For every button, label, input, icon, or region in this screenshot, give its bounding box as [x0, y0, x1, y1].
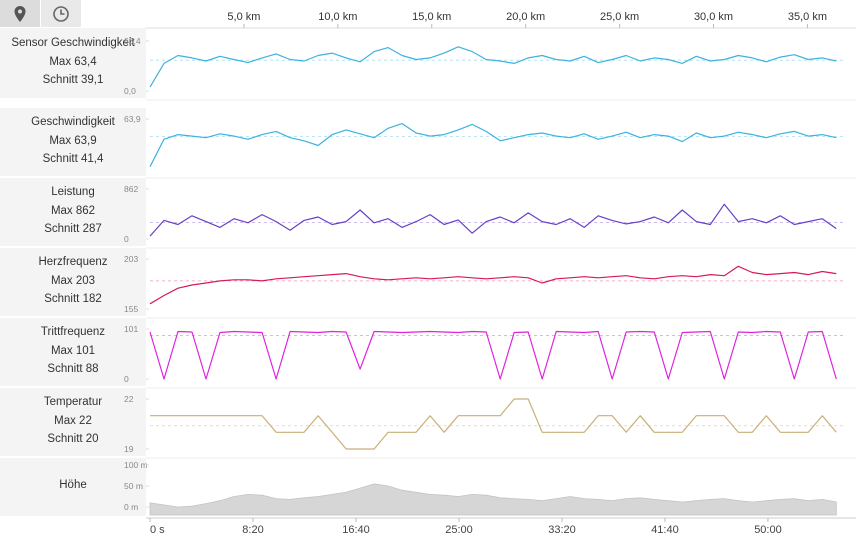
x2-tick-label: 35,0 km [788, 11, 827, 23]
x2-tick-label: 25,0 km [600, 11, 639, 23]
series-stat: Schnitt 287 [44, 223, 102, 235]
y-tick-label: 100 m [124, 460, 148, 470]
series-stat: Max 862 [50, 205, 96, 217]
series-stat: Max 63,4 [49, 56, 97, 68]
series-stat: Schnitt 182 [44, 293, 102, 305]
y-tick-label: 0 m [124, 502, 138, 512]
x2-tick-label: 30,0 km [694, 11, 733, 23]
series-name: Leistung [51, 186, 95, 198]
x2-tick-label: 15,0 km [412, 11, 451, 23]
x-tick-label: 16:40 [342, 524, 370, 536]
x2-tick-label: 5,0 km [227, 11, 260, 23]
series-label-cell: Höhe [0, 458, 146, 516]
x-tick-label: 8:20 [242, 524, 263, 536]
x2-tick-label: 20,0 km [506, 11, 545, 23]
series-line [149, 265, 837, 305]
series-line [149, 330, 837, 380]
series-line [149, 122, 837, 167]
x-tick-label: 0 s [150, 524, 165, 536]
series-label-cell: Herzfrequenz Max 203 Schnitt 182 [0, 248, 146, 316]
y-tick-label: 155 [124, 304, 138, 314]
series-name: Geschwindigkeit [31, 116, 115, 128]
series-stat: Schnitt 88 [47, 363, 99, 375]
map-tab[interactable] [0, 0, 41, 27]
view-tabs [0, 0, 82, 28]
pin-icon [14, 5, 26, 22]
y-tick-label: 50 m [124, 481, 143, 491]
series-label-cell: Geschwindigkeit Max 63,9 Schnitt 41,4 [0, 108, 146, 176]
series-name: Herzfrequenz [38, 256, 108, 268]
series-stat: Schnitt 20 [47, 433, 99, 445]
y-tick-label: 63,4 [124, 36, 141, 46]
series-label-cell: Trittfrequenz Max 101 Schnitt 88 [0, 318, 146, 386]
time-tab[interactable] [41, 0, 82, 27]
label-column: Sensor Geschwindigkeit Max 63,4 Schnitt 39… [0, 0, 146, 544]
y-tick-label: 0,0 [124, 86, 136, 96]
series-label-cell: Sensor Geschwindigkeit Max 63,4 Schnitt 39… [0, 28, 146, 98]
x-tick-label: 25:00 [445, 524, 473, 536]
x-tick-label: 50:00 [754, 524, 782, 536]
series-name: Sensor Geschwindigkeit [11, 37, 135, 49]
series-stat: Max 101 [50, 345, 96, 357]
y-tick-label: 101 [124, 324, 138, 334]
x2-tick-label: 10,0 km [318, 11, 357, 23]
series-name: Trittfrequenz [40, 326, 106, 338]
series-stat: Max 203 [50, 275, 96, 287]
x-tick-label: 33:20 [548, 524, 576, 536]
y-tick-label: 0 [124, 234, 129, 244]
series-label-cell: Temperatur Max 22 Schnitt 20 [0, 388, 146, 456]
y-tick-label: 22 [124, 394, 134, 404]
y-tick-label: 19 [124, 444, 134, 454]
series-stat: Schnitt 41,4 [42, 153, 104, 165]
y-tick-label: 203 [124, 254, 138, 264]
series-line [150, 398, 837, 450]
y-tick-label: 63,9 [124, 114, 141, 124]
series-stat: Max 22 [54, 415, 92, 427]
series-label-cell: Leistung Max 862 Schnitt 287 [0, 178, 146, 246]
series-line [149, 46, 837, 88]
series-stat: Schnitt 39,1 [42, 74, 104, 86]
y-tick-label: 862 [124, 184, 138, 194]
series-stat: Max 63,9 [49, 135, 97, 147]
x-tick-label: 41:40 [651, 524, 679, 536]
y-tick-label: 0 [124, 374, 129, 384]
area [149, 483, 837, 516]
clock-icon [53, 5, 69, 22]
series-line [149, 203, 837, 237]
series-name: Höhe [59, 479, 87, 491]
series-name: Temperatur [43, 396, 103, 408]
